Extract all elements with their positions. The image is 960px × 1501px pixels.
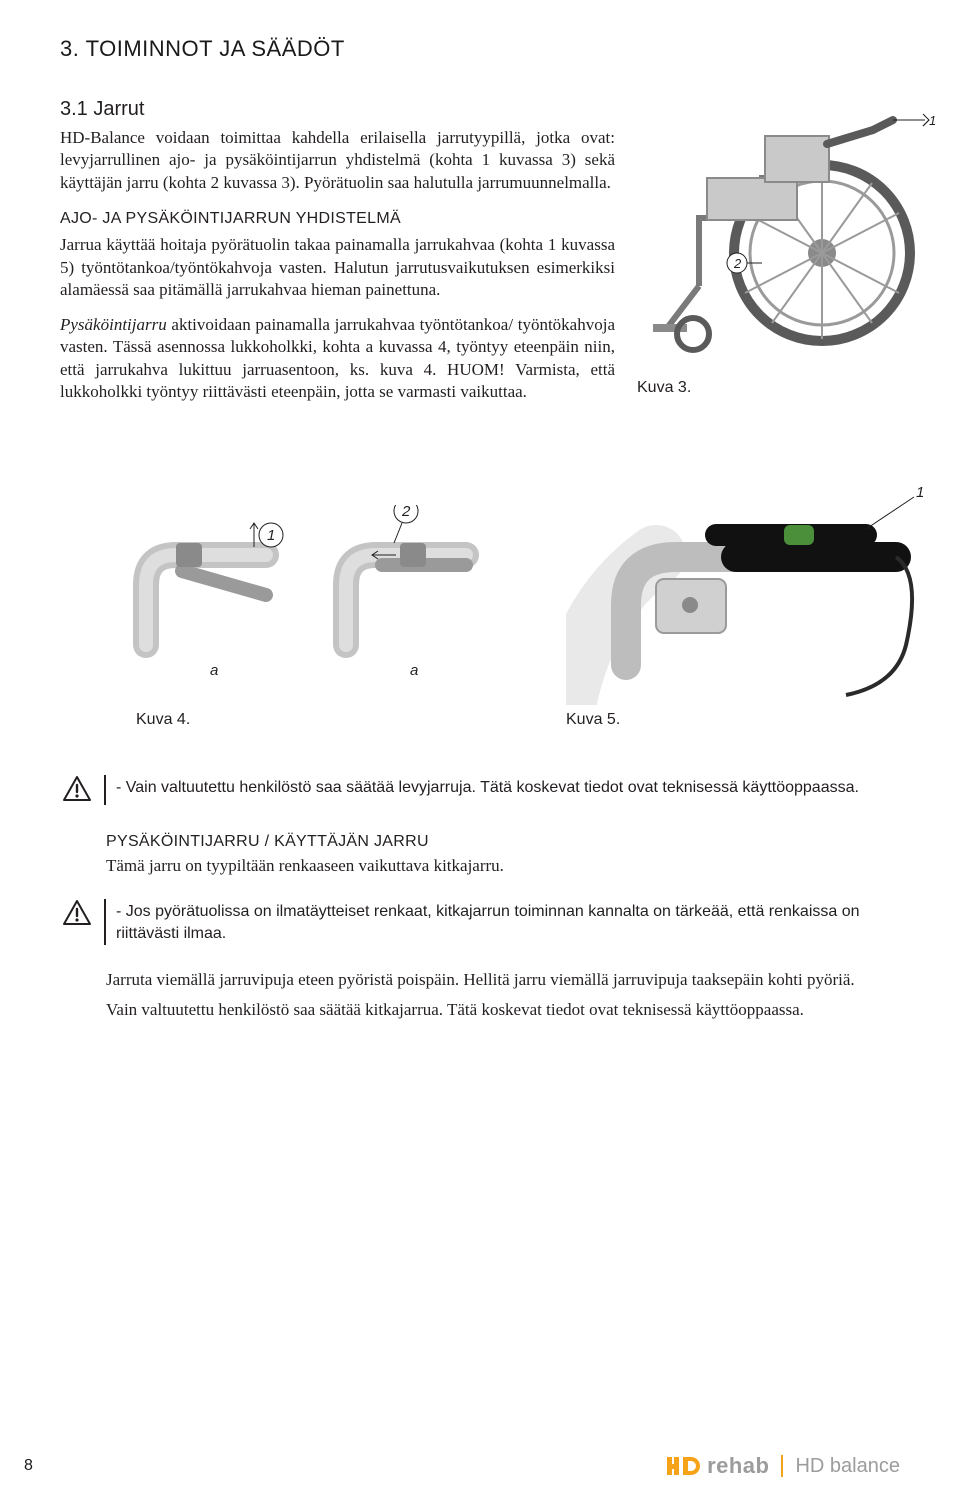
text-column: 3.1 Jarrut HD-Balance voidaan toimittaa … — [60, 98, 615, 415]
figure-column: 1 2 Kuva 3. — [637, 98, 937, 415]
handle-lock-icon: a a 1 2 — [106, 505, 526, 705]
fig4-label-a2: a — [410, 662, 418, 679]
subsection-title: 3.1 Jarrut — [60, 98, 615, 121]
warning-2-text: - Jos pyörätuolissa on ilmatäytteiset re… — [116, 899, 900, 944]
tail-block: Jarruta viemällä jarruvipuja eteen pyöri… — [60, 969, 900, 1022]
figure-5: 1 Kuva 5. — [566, 485, 926, 729]
para1-a: Jarrua käyttää hoitaja pyörätuolin takaa… — [60, 234, 615, 301]
warning-icon — [60, 775, 94, 803]
para2-title: PYSÄKÖINTIJARRU / KÄYTTÄJÄN JARRU — [106, 833, 900, 851]
tail-1: Jarruta viemällä jarruvipuja eteen pyöri… — [106, 969, 900, 991]
fig3-caption: Kuva 3. — [637, 379, 937, 397]
brand-balance: HD balance — [795, 1455, 900, 1478]
para1-b-italic: Pysäköintijarru — [60, 315, 167, 334]
fig4-label-a1: a — [210, 662, 218, 679]
fig4-label-2: 2 — [401, 505, 411, 520]
figure-4: a a 1 2 Kuva — [60, 505, 526, 729]
fig4-caption: Kuva 4. — [106, 711, 526, 729]
brand-rehab-text: rehab — [707, 1453, 769, 1479]
tail-2: Vain valtuutettu henkilöstö saa säätää k… — [106, 999, 900, 1021]
fig5-caption: Kuva 5. — [566, 711, 926, 729]
warning-block-2: - Jos pyörätuolissa on ilmatäytteiset re… — [60, 899, 900, 944]
para2-body: Tämä jarru on tyypiltään renkaaseen vaik… — [106, 855, 900, 877]
fig5-label-1: 1 — [916, 485, 924, 501]
warning-divider — [104, 775, 106, 805]
hd-logo-icon — [667, 1455, 701, 1477]
para2-block: PYSÄKÖINTIJARRU / KÄYTTÄJÄN JARRU Tämä j… — [60, 833, 900, 877]
warning-icon — [60, 899, 94, 927]
intro-paragraph: HD-Balance voidaan toimittaa kahdella er… — [60, 127, 615, 194]
brand-rehab: rehab — [667, 1453, 769, 1479]
page-footer: 8 rehab HD balance — [0, 1453, 960, 1479]
fig4-label-1: 1 — [267, 527, 275, 544]
warning-divider — [104, 899, 106, 944]
fig3-label-1: 1 — [929, 113, 936, 128]
page-number: 8 — [24, 1457, 33, 1475]
push-handle-icon: 1 — [566, 485, 926, 705]
para1-b: Pysäköintijarru aktivoidaan painamalla j… — [60, 314, 615, 404]
figure-row: a a 1 2 Kuva — [60, 485, 900, 729]
section-title: 3. TOIMINNOT JA SÄÄDÖT — [60, 36, 900, 62]
warning-1-text: - Vain valtuutettu henkilöstö saa säätää… — [116, 775, 900, 799]
two-column-layout: 3.1 Jarrut HD-Balance voidaan toimittaa … — [60, 98, 900, 415]
page: 3. TOIMINNOT JA SÄÄDÖT 3.1 Jarrut HD-Bal… — [0, 0, 960, 1501]
warning-block-1: - Vain valtuutettu henkilöstö saa säätää… — [60, 775, 900, 805]
wheelchair-icon: 1 2 — [637, 98, 937, 368]
para1-title: AJO- JA PYSÄKÖINTIJARRUN YHDISTELMÄ — [60, 210, 615, 228]
fig3-label-2: 2 — [733, 256, 742, 271]
figure-3: 1 2 Kuva 3. — [637, 98, 937, 397]
brand-block: rehab HD balance — [667, 1453, 900, 1479]
brand-divider — [781, 1455, 783, 1477]
